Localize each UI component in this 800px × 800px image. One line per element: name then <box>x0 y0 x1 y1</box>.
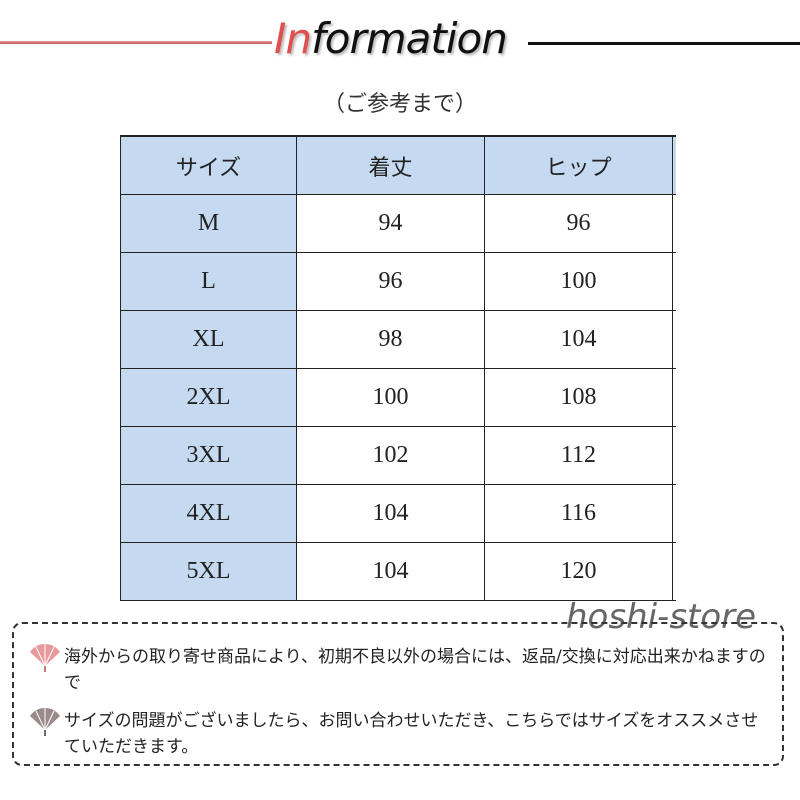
partial-cell <box>672 310 676 369</box>
header-cell: ヒップ <box>484 135 673 195</box>
size-cell: 2XL <box>120 368 297 427</box>
length-cell: 94 <box>296 194 485 253</box>
fan-icon <box>30 707 60 736</box>
size-cell: XL <box>120 310 297 369</box>
partial-cell <box>672 252 676 311</box>
hip-cell: 96 <box>484 194 673 253</box>
note-size-advice: サイズの問題がございましたら、お問い合わせいただき、こちらではサイズをオススメさ… <box>64 711 759 757</box>
header-cell: サイズ <box>120 135 297 195</box>
header-cell: 着丈 <box>296 135 485 195</box>
partial-cell <box>672 542 676 601</box>
notes-box: 海外からの取り寄せ商品により、初期不良以外の場合には、返品/交換に対応出来かねま… <box>12 622 784 766</box>
hip-cell: 112 <box>484 426 673 485</box>
size-cell: L <box>120 252 297 311</box>
page-title: Information <box>274 14 508 63</box>
partial-cell <box>672 368 676 427</box>
length-cell: 104 <box>296 542 485 601</box>
note-returns: 海外からの取り寄せ商品により、初期不良以外の場合には、返品/交換に対応出来かねま… <box>64 647 766 693</box>
table-header-row: サイズ 着丈 ヒップ <box>120 135 676 195</box>
watermark: hoshi-store <box>566 597 757 637</box>
size-cell: 3XL <box>120 426 297 485</box>
table-row: 3XL 102 112 <box>120 426 676 485</box>
table-row: M 94 96 <box>120 194 676 253</box>
table-row: L 96 100 <box>120 252 676 311</box>
length-cell: 98 <box>296 310 485 369</box>
table-row: 2XL 100 108 <box>120 368 676 427</box>
length-cell: 104 <box>296 484 485 543</box>
length-cell: 96 <box>296 252 485 311</box>
subtitle: （ご参考まで） <box>322 92 477 117</box>
length-cell: 100 <box>296 368 485 427</box>
size-cell: 4XL <box>120 484 297 543</box>
header-cell-partial <box>672 135 676 195</box>
table-row: 4XL 104 116 <box>120 484 676 543</box>
hip-cell: 108 <box>484 368 673 427</box>
table-row: XL 98 104 <box>120 310 676 369</box>
size-cell: 5XL <box>120 542 297 601</box>
partial-cell <box>672 426 676 485</box>
title-accent: In <box>274 14 312 63</box>
partial-cell <box>672 484 676 543</box>
title-line-right <box>528 42 800 45</box>
partial-cell <box>672 194 676 253</box>
hip-cell: 100 <box>484 252 673 311</box>
length-cell: 102 <box>296 426 485 485</box>
hip-cell: 104 <box>484 310 673 369</box>
fan-icon <box>30 643 60 672</box>
title-rest: formation <box>311 14 508 63</box>
size-table: サイズ 着丈 ヒップ M 94 96 L 96 100 XL 98 104 2XL 100 108 3X… <box>120 135 676 601</box>
hip-cell: 116 <box>484 484 673 543</box>
table-row: 5XL 104 120 <box>120 542 676 601</box>
size-cell: M <box>120 194 297 253</box>
hip-cell: 120 <box>484 542 673 601</box>
title-line-left <box>0 41 272 44</box>
